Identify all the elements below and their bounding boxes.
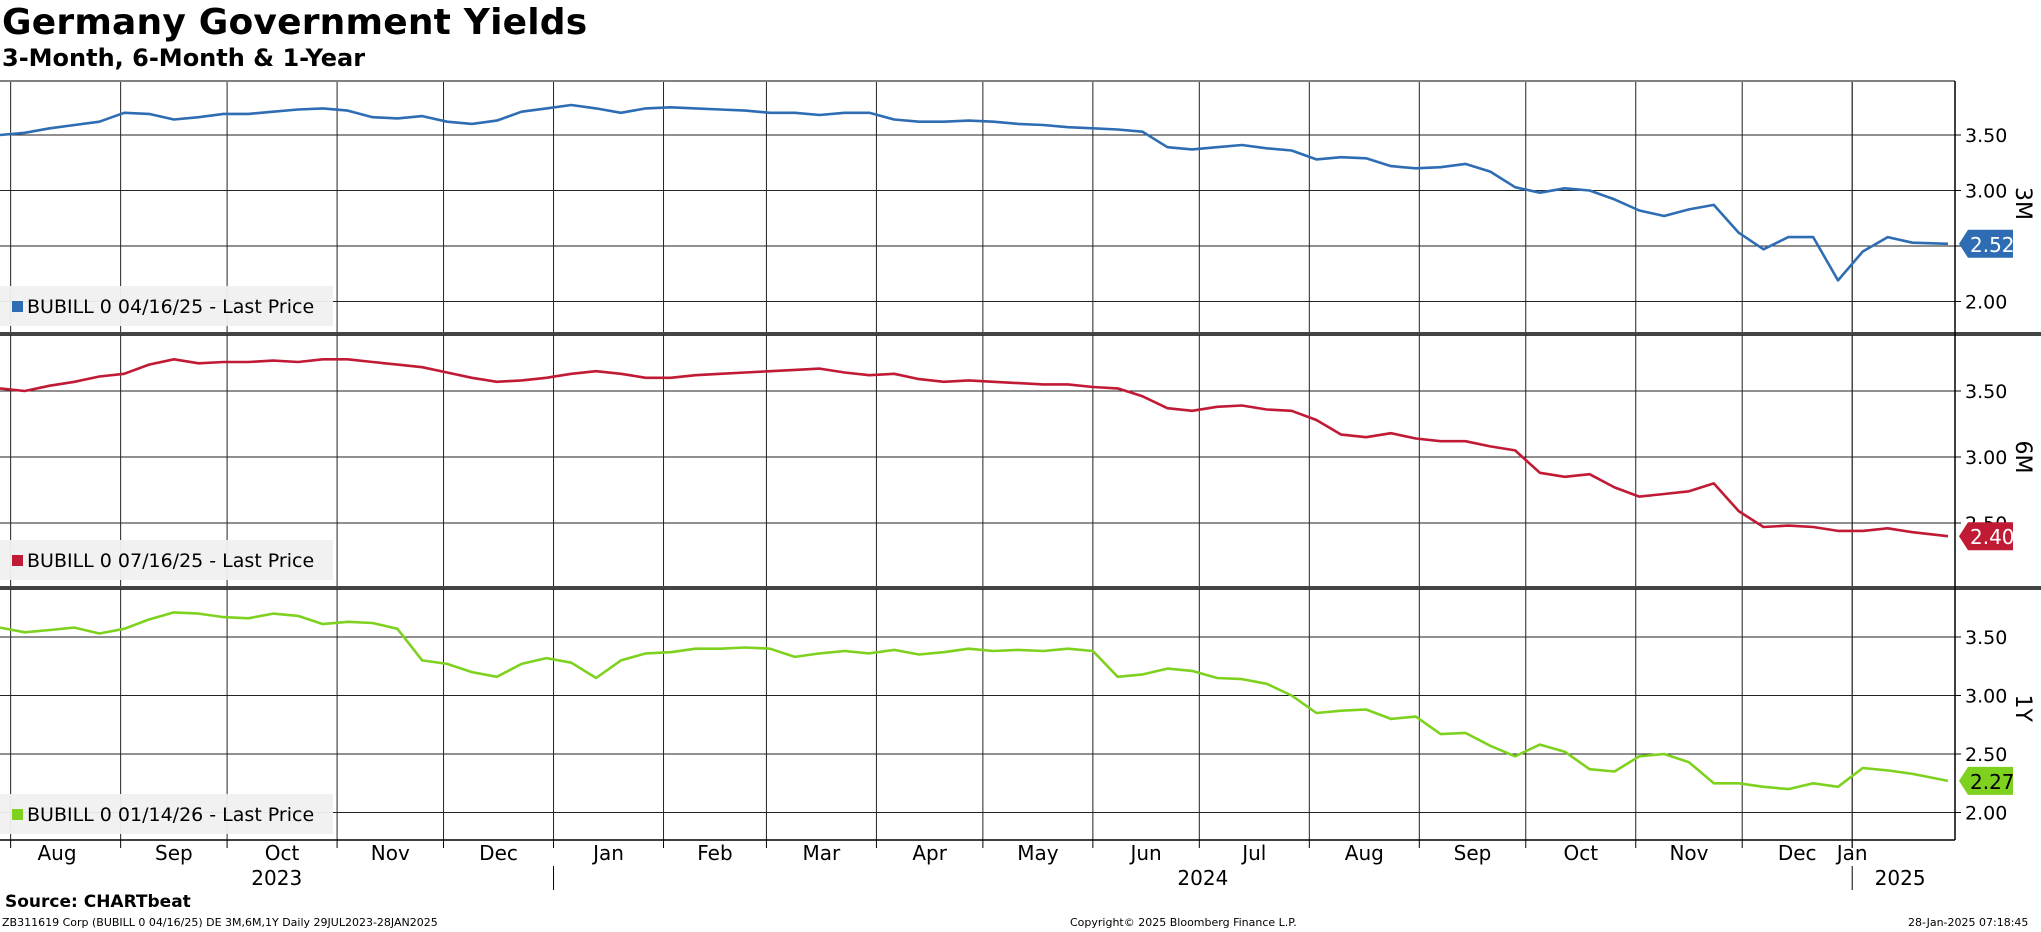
xtick-label-1: Sep (155, 841, 193, 865)
series-line-3M (0, 103, 1949, 282)
legend-box-6M (0, 540, 333, 580)
footer-timestamp: 28-Jan-2025 07:18:45 (1908, 916, 2029, 929)
footer-ticker: ZB311619 Corp (BUBILL 0 04/16/25) DE 3M,… (2, 916, 438, 929)
xtick-label-6: Feb (697, 841, 732, 865)
ytick-label-1-0: 3.50 (1965, 381, 2007, 403)
xtick-label-8: Apr (912, 841, 947, 865)
ytick-label-2-1: 3.00 (1965, 686, 2007, 708)
year-label-0: 2023 (251, 866, 302, 890)
series-line-1Y (0, 611, 1949, 791)
legend-box-3M (0, 286, 333, 326)
year-label-2: 2025 (1875, 866, 1926, 890)
xtick-label-11: Jul (1240, 841, 1266, 865)
legend-swatch-6M (12, 555, 23, 566)
last-value-label-1Y: 2.27 (1970, 770, 2015, 794)
xtick-label-10: Jun (1128, 841, 1161, 865)
xtick-label-17: Jan (1835, 841, 1868, 865)
legend-label-6M: BUBILL 0 07/16/25 - Last Price (27, 550, 314, 572)
last-value-tag-1Y (1959, 766, 2013, 795)
chart-subtitle: 3-Month, 6-Month & 1-Year (2, 44, 366, 72)
last-value-label-6M: 2.40 (1970, 525, 2015, 549)
last-value-label-3M: 2.52 (1970, 233, 2015, 257)
ytick-label-0-3: 2.00 (1965, 292, 2007, 314)
ytick-label-1-1: 3.00 (1965, 447, 2007, 469)
xtick-label-2: Oct (265, 841, 300, 865)
ytick-label-2-3: 2.00 (1965, 803, 2007, 825)
xtick-label-13: Sep (1454, 841, 1492, 865)
last-value-tag-3M (1959, 229, 2013, 258)
xtick-label-0: Aug (37, 841, 76, 865)
ytick-label-2-0: 3.50 (1965, 627, 2007, 649)
panel-separator-0 (0, 332, 2041, 336)
xtick-label-5: Jan (591, 841, 624, 865)
legend-swatch-3M (12, 301, 23, 312)
xtick-label-7: Mar (803, 841, 842, 865)
legend-label-1Y: BUBILL 0 01/14/26 - Last Price (27, 804, 314, 826)
chart-title: Germany Government Yields (2, 2, 588, 43)
axis-label-6M: 6M (2010, 441, 2035, 474)
xtick-label-14: Oct (1563, 841, 1598, 865)
ytick-label-0-0: 3.50 (1965, 125, 2007, 147)
source-label: Source: CHARTbeat (5, 892, 191, 912)
ytick-label-0-1: 3.00 (1965, 181, 2007, 203)
axis-label-3M: 3M (2010, 187, 2035, 220)
legend-swatch-1Y (12, 809, 23, 820)
legend-box-1Y (0, 794, 333, 834)
xtick-label-3: Nov (371, 841, 410, 865)
last-value-tag-6M (1959, 522, 2013, 551)
year-label-1: 2024 (1177, 866, 1228, 890)
panel-separator-1 (0, 586, 2041, 590)
xtick-label-12: Aug (1345, 841, 1384, 865)
axis-label-1Y: 1Y (2010, 695, 2035, 723)
series-line-6M (0, 357, 1949, 538)
xtick-label-16: Dec (1778, 841, 1817, 865)
legend-label-3M: BUBILL 0 04/16/25 - Last Price (27, 296, 314, 318)
xtick-label-4: Dec (479, 841, 518, 865)
xtick-label-15: Nov (1669, 841, 1708, 865)
ytick-label-2-2: 2.50 (1965, 744, 2007, 766)
footer-copyright: Copyright© 2025 Bloomberg Finance L.P. (1070, 916, 1297, 929)
xtick-label-9: May (1017, 841, 1059, 865)
